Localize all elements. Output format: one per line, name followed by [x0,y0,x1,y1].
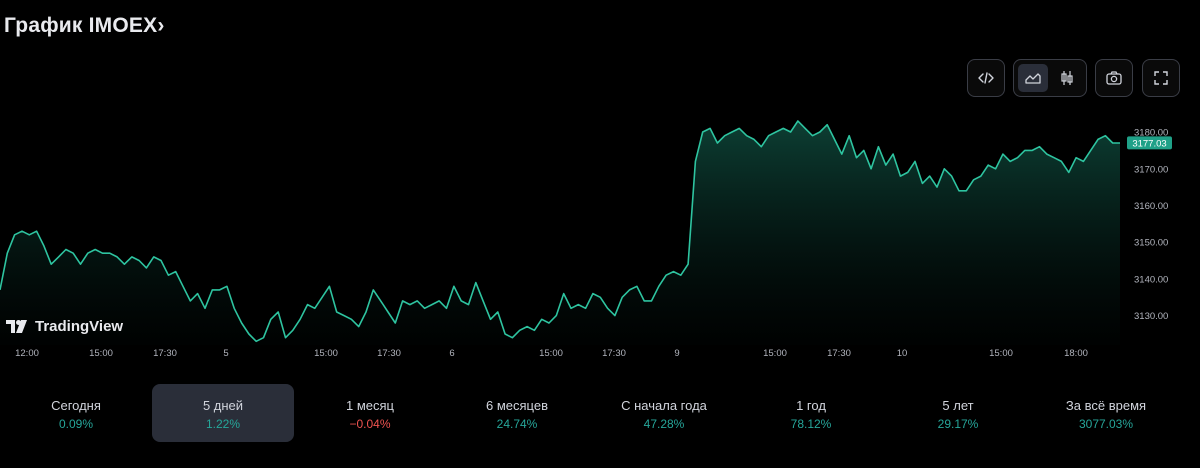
page-title[interactable]: График IMOEX› [4,14,165,37]
y-tick-label: 3130.00 [1134,311,1168,322]
candlestick-chart-button[interactable] [1052,64,1082,92]
x-tick-label: 5 [223,348,228,359]
code-icon [978,72,994,84]
period-label: С начала года [621,398,707,413]
y-tick-label: 3160.00 [1134,201,1168,212]
x-tick-label: 6 [449,348,454,359]
period-tab[interactable]: За всё время 3077.03% [1035,384,1177,442]
period-label: За всё время [1065,398,1147,413]
watermark-text: TradingView [35,318,124,335]
period-change: 1.22% [205,417,241,431]
price-chart[interactable]: 3130.00 3140.00 3150.00 3160.00 3170.00 3180.… [0,110,1200,370]
period-change: −0.04% [349,417,391,431]
price-line [0,120,1120,343]
period-label: 5 дней [202,398,244,413]
period-tab[interactable]: 5 лет 29.17% [887,384,1029,442]
tradingview-logo-icon [6,319,27,333]
tradingview-watermark: TradingView [6,318,123,335]
y-tick-label: 3180.00 [1134,128,1168,139]
area-chart-icon [1025,73,1041,84]
period-label: 1 год [796,398,826,413]
x-tick-label: 18:00 [1064,348,1088,359]
x-tick-label: 17:30 [602,348,626,359]
period-tab[interactable]: С начала года 47.28% [593,384,735,442]
embed-button[interactable] [967,59,1005,97]
period-tab[interactable]: 6 месяцев 24.74% [446,384,588,442]
price-area-fill [0,121,1120,345]
last-price-label: 3177.03 [1132,138,1166,149]
area-chart-button[interactable] [1018,64,1048,92]
period-change: 29.17% [937,417,979,431]
period-change: 47.28% [643,417,685,431]
period-change: 78.12% [790,417,832,431]
y-tick-label: 3170.00 [1134,164,1168,175]
period-change: 24.74% [496,417,538,431]
fullscreen-button[interactable] [1142,59,1180,97]
period-label: Сегодня [51,398,101,413]
period-change: 0.09% [58,417,94,431]
period-tab[interactable]: 1 год 78.12% [740,384,882,442]
y-tick-label: 3140.00 [1134,274,1168,285]
x-tick-label: 9 [674,348,679,359]
last-price-badge [1127,136,1172,150]
x-tick-label: 15:00 [763,348,787,359]
period-tab[interactable]: 5 дней 1.22% [152,384,294,442]
x-tick-label: 17:30 [377,348,401,359]
chart-type-group [1013,59,1087,97]
x-tick-label: 17:30 [153,348,177,359]
period-selector: Сегодня 0.09% 5 дней 1.22% 1 месяц −0.04% 6 ме… [0,384,1200,442]
camera-icon [1106,71,1122,85]
period-tab[interactable]: 1 месяц −0.04% [299,384,441,442]
candlestick-icon [1061,71,1073,85]
x-tick-label: 17:30 [827,348,851,359]
period-change: 3077.03% [1078,417,1134,431]
x-tick-label: 15:00 [89,348,113,359]
snapshot-button[interactable] [1095,59,1133,97]
period-label: 6 месяцев [486,398,548,413]
x-tick-label: 10 [897,348,908,359]
period-label: 1 месяц [346,398,394,413]
x-tick-label: 15:00 [314,348,338,359]
y-tick-label: 3150.00 [1134,238,1168,249]
period-tab[interactable]: Сегодня 0.09% [5,384,147,442]
x-tick-label: 12:00 [15,348,39,359]
x-tick-label: 15:00 [539,348,563,359]
period-label: 5 лет [942,398,974,413]
x-tick-label: 15:00 [989,348,1013,359]
fullscreen-icon [1154,71,1168,85]
